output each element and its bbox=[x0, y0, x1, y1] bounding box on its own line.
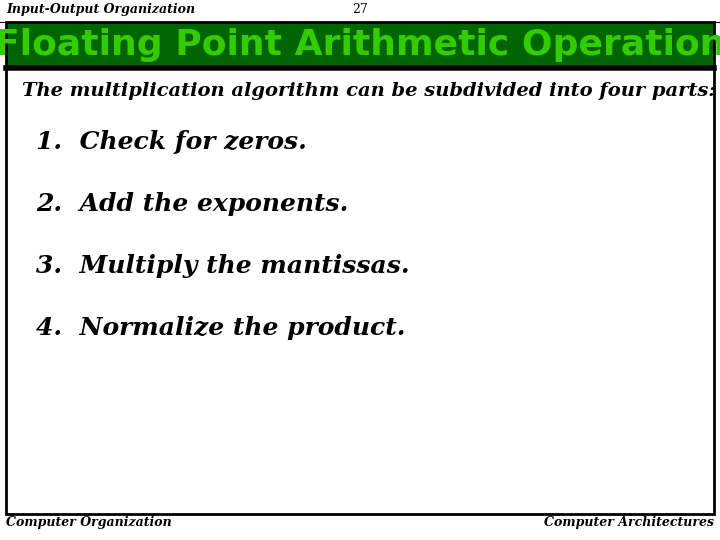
Text: 1.  Check for zeros.: 1. Check for zeros. bbox=[36, 130, 307, 154]
Bar bbox=[6, 22, 714, 68]
Text: 2.  Add the exponents.: 2. Add the exponents. bbox=[36, 192, 348, 216]
Text: Computer Architectures: Computer Architectures bbox=[544, 516, 714, 529]
Text: 4.  Normalize the product.: 4. Normalize the product. bbox=[36, 316, 405, 340]
Text: Floating Point Arithmetic Operation: Floating Point Arithmetic Operation bbox=[0, 28, 720, 62]
Text: 3.  Multiply the mantissas.: 3. Multiply the mantissas. bbox=[36, 254, 410, 278]
Text: Computer Organization: Computer Organization bbox=[6, 516, 172, 529]
Text: The multiplication algorithm can be subdivided into four parts:: The multiplication algorithm can be subd… bbox=[22, 82, 716, 100]
Text: 27: 27 bbox=[352, 3, 368, 16]
Text: Input-Output Organization: Input-Output Organization bbox=[6, 3, 195, 16]
Bar bbox=[6, 68, 714, 514]
